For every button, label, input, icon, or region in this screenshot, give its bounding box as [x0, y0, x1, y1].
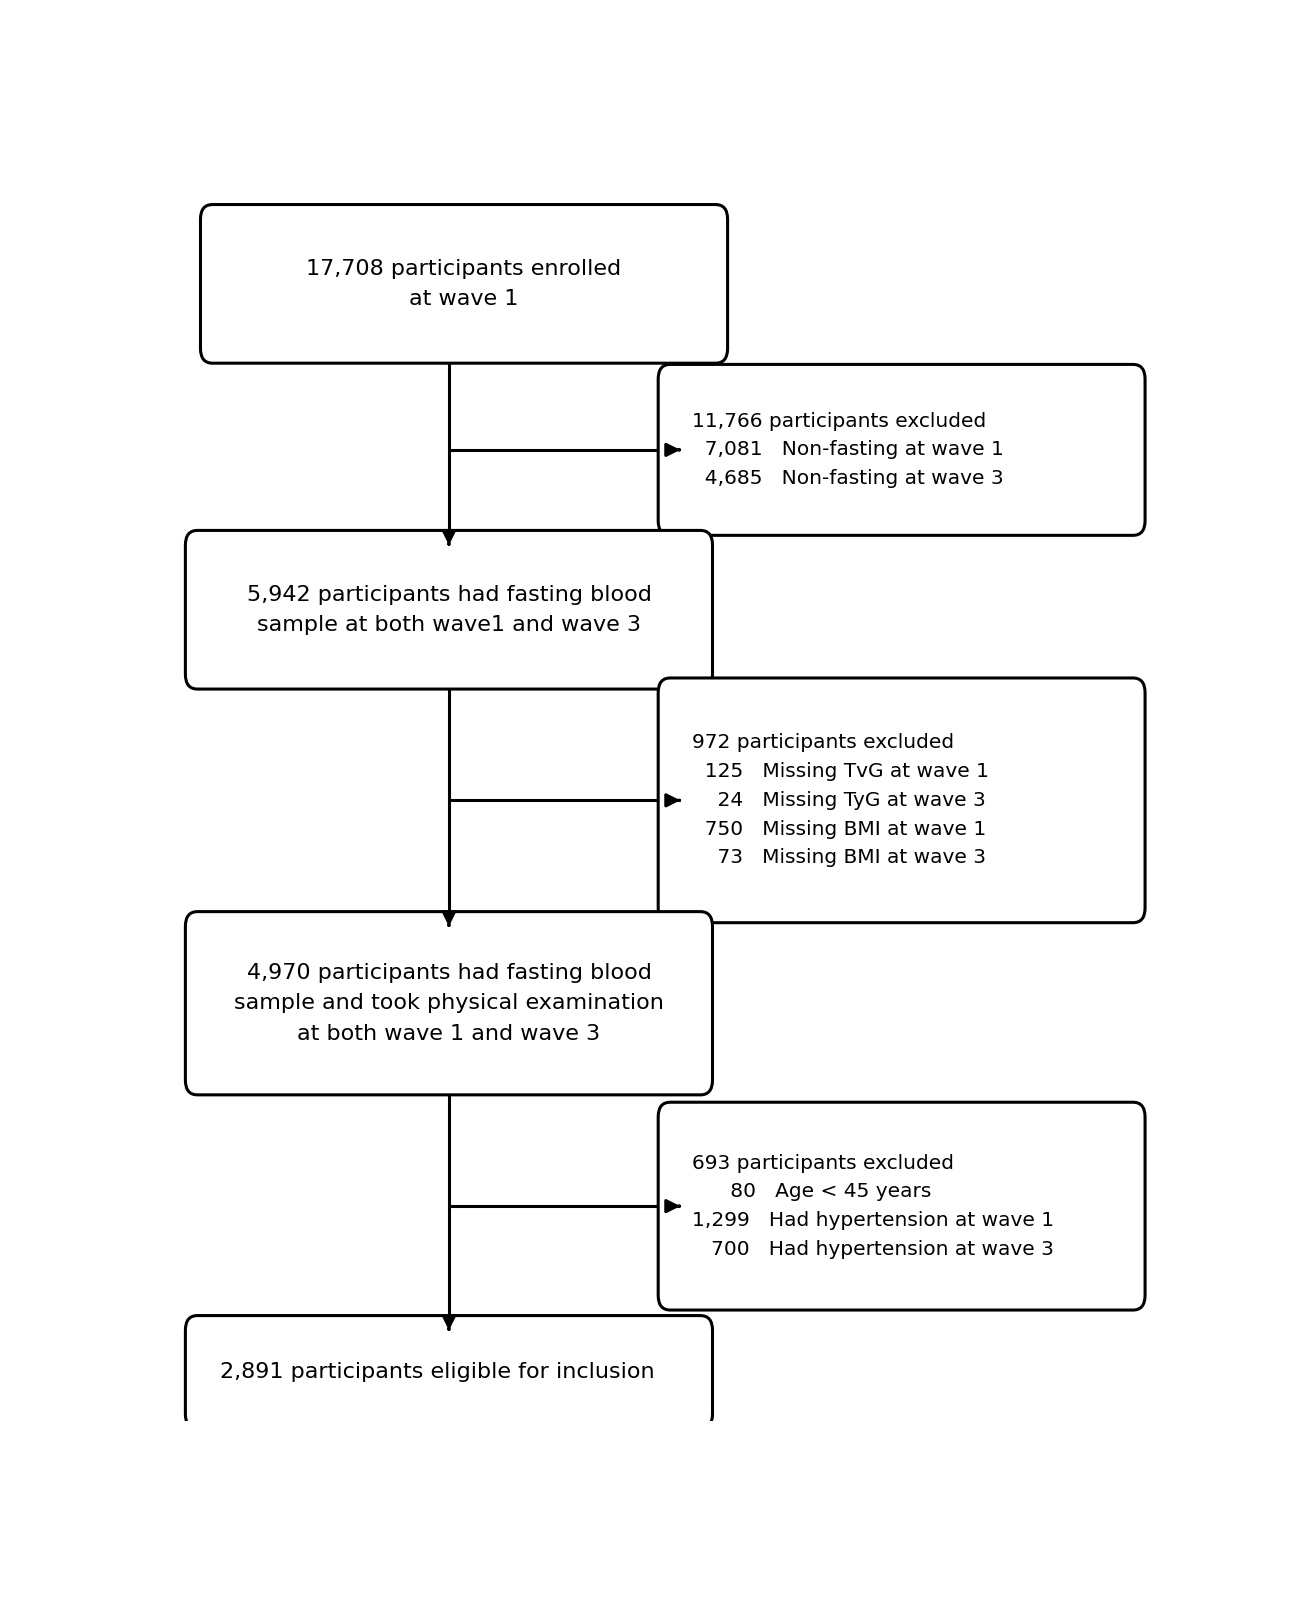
Text: 11,766 participants excluded
  7,081   Non-fasting at wave 1
  4,685   Non-fasti: 11,766 participants excluded 7,081 Non-f…: [692, 412, 1005, 489]
FancyBboxPatch shape: [658, 679, 1145, 923]
Text: 17,708 participants enrolled
at wave 1: 17,708 participants enrolled at wave 1: [306, 259, 622, 310]
Text: 4,970 participants had fasting blood
sample and took physical examination
at bot: 4,970 participants had fasting blood sam…: [234, 963, 663, 1043]
Text: 693 participants excluded
      80   Age < 45 years
1,299   Had hypertension at : 693 participants excluded 80 Age < 45 ye…: [692, 1153, 1054, 1258]
Text: 5,942 participants had fasting blood
sample at both wave1 and wave 3: 5,942 participants had fasting blood sam…: [247, 585, 652, 636]
FancyBboxPatch shape: [186, 1316, 713, 1429]
FancyBboxPatch shape: [186, 912, 713, 1096]
Text: 972 participants excluded
  125   Missing TvG at wave 1
    24   Missing TyG at : 972 participants excluded 125 Missing Tv…: [692, 733, 989, 867]
FancyBboxPatch shape: [658, 364, 1145, 535]
FancyBboxPatch shape: [186, 530, 713, 688]
Text: 2,891 participants eligible for inclusion: 2,891 participants eligible for inclusio…: [219, 1362, 654, 1381]
FancyBboxPatch shape: [658, 1102, 1145, 1310]
FancyBboxPatch shape: [200, 204, 728, 363]
